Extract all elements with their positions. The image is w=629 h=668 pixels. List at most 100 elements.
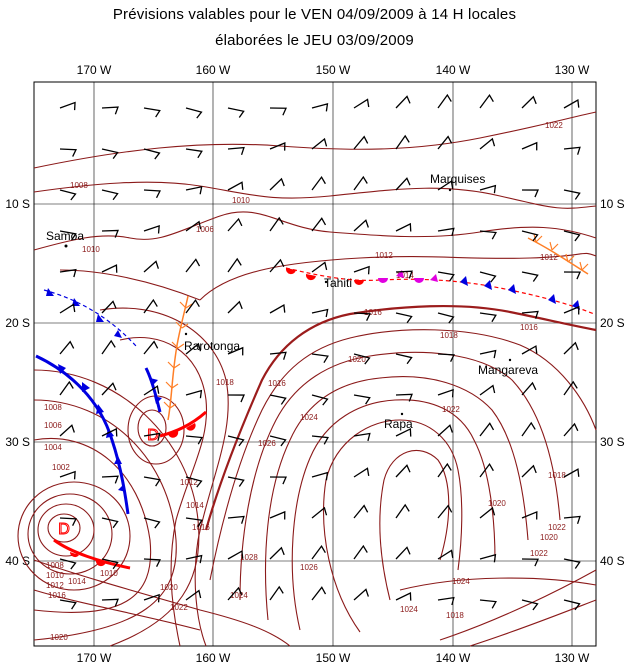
wind-barb	[311, 353, 329, 364]
wind-barb	[143, 517, 161, 529]
isobar-label: 1010	[82, 245, 100, 254]
lat-label-left: 20 S	[5, 316, 30, 330]
wind-barb	[311, 471, 329, 481]
wind-barb	[563, 515, 581, 524]
isobar-label: 1014	[68, 577, 86, 586]
isobar-label: 1022	[548, 523, 566, 532]
wind-barb	[479, 506, 496, 519]
wind-barb	[479, 184, 497, 194]
wind-barb	[185, 554, 203, 564]
wind-barb	[59, 148, 77, 157]
isobar-label: 1020	[488, 499, 506, 508]
wind-barb	[101, 148, 119, 160]
lon-label-top: 150 W	[316, 63, 351, 77]
isobar-label: 1010	[46, 571, 64, 580]
lat-label-left: 40 S	[5, 554, 30, 568]
fronts	[35, 233, 595, 570]
wind-barb	[521, 599, 539, 611]
wind-barb	[563, 189, 581, 200]
wind-barb	[353, 544, 368, 560]
isobar-label: 1028	[240, 553, 258, 562]
wind-barb	[227, 346, 244, 356]
wind-barb	[101, 598, 119, 607]
wind-barb	[185, 148, 203, 159]
isobar-label: 1024	[230, 591, 248, 600]
wind-barb	[521, 310, 539, 319]
lat-label-right: 40 S	[600, 554, 625, 568]
isobar-labels: 1008 1010 1006 1010 1012 1014 1016 1012 …	[44, 121, 566, 642]
isobar-label: 1004	[44, 443, 62, 452]
wind-barb	[521, 345, 538, 355]
wind-barb	[143, 260, 159, 273]
wind-barb	[521, 141, 538, 151]
warm-front	[159, 410, 207, 438]
wind-barb	[227, 550, 244, 560]
wind-barb	[227, 181, 244, 191]
wind-barb	[101, 229, 119, 238]
wind-barb	[227, 107, 245, 118]
isobar-label: 1026	[258, 439, 276, 448]
wind-barb	[269, 258, 285, 273]
wind-barb	[227, 515, 245, 524]
wind-barb	[479, 462, 494, 478]
wind-barb	[563, 341, 579, 355]
isobar-label: 1024	[452, 577, 470, 586]
lon-label-top: 170 W	[77, 63, 112, 77]
island-markers	[64, 188, 512, 416]
wind-barb	[269, 394, 287, 405]
warm-front-dashed	[285, 267, 595, 315]
wind-barb	[395, 546, 411, 560]
wind-barb	[521, 381, 537, 396]
wind-barb	[59, 268, 77, 278]
tahiti-marker	[324, 280, 328, 284]
wind-barb	[437, 93, 452, 109]
wind-barb	[59, 424, 75, 437]
isobar-label: 1020	[348, 355, 366, 364]
cold-front	[35, 354, 130, 515]
isobar-label: 1018	[216, 378, 234, 387]
wind-barb	[59, 517, 77, 526]
lat-label-right: 30 S	[600, 435, 625, 449]
wind-barb	[101, 517, 119, 529]
wind-barb	[395, 312, 413, 324]
isobar-label: 1024	[400, 605, 418, 614]
wind-barb	[269, 476, 287, 485]
wind-barb	[101, 300, 117, 314]
wind-barb	[563, 422, 579, 437]
wind-barb	[311, 435, 329, 445]
isobar-label: 1022	[442, 405, 460, 414]
wind-barb	[395, 222, 412, 232]
isobar-label: 1022	[545, 121, 563, 130]
wind-barb	[143, 476, 161, 487]
wind-barb	[437, 388, 454, 398]
wind-barb	[59, 189, 77, 201]
wind-barb	[353, 265, 370, 275]
wind-barb	[143, 385, 160, 396]
wind-barb	[521, 510, 538, 520]
wind-barb	[101, 106, 119, 115]
map-title-line1: Prévisions valables pour le VEN 04/09/20…	[112, 6, 517, 23]
wind-barb	[227, 435, 245, 447]
wind-barb	[143, 148, 161, 160]
lon-label-bottom: 160 W	[196, 651, 231, 665]
wind-barb	[353, 353, 371, 365]
wind-barb	[437, 596, 455, 606]
wind-barb	[521, 464, 537, 478]
wind-barb	[479, 312, 497, 323]
wind-barb	[185, 342, 202, 355]
wind-barb	[395, 592, 412, 601]
wind-barb	[185, 435, 203, 445]
place-label-samoa: Samoa	[46, 229, 84, 243]
place-label-marquises: Marquises	[430, 172, 485, 186]
wind-barb	[479, 271, 497, 283]
wind-barb	[353, 135, 369, 150]
wind-barb	[395, 353, 413, 365]
wind-barb	[395, 503, 410, 519]
isobar-label: 1026	[300, 563, 318, 572]
wind-barb	[311, 308, 329, 318]
wind-barb	[227, 300, 243, 314]
wind-barb	[353, 504, 369, 519]
wind-barb	[59, 558, 77, 570]
wind-barb	[101, 558, 119, 570]
wind-barb	[269, 585, 284, 601]
